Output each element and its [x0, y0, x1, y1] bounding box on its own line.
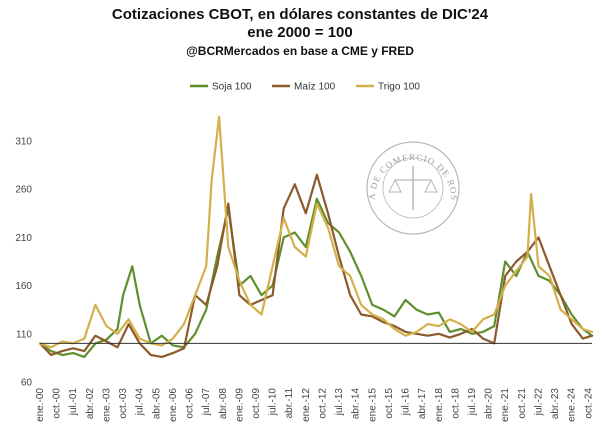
- x-tick-label: jul.-10: [268, 388, 279, 417]
- y-tick-label: 60: [21, 378, 33, 389]
- x-tick-label: jul.-01: [68, 388, 79, 417]
- x-tick-label: abr.-14: [351, 388, 362, 420]
- x-tick-label: oct.-24: [583, 388, 594, 419]
- seal-outer-ring: [366, 141, 460, 235]
- y-tick-label: 110: [16, 329, 32, 340]
- x-tick-label: ene.-21: [500, 388, 511, 422]
- x-tick-label: abr.-08: [218, 388, 229, 420]
- x-tick-label: oct.-15: [384, 388, 395, 419]
- x-tick-label: ene.-18: [434, 388, 445, 422]
- x-tick-label: oct.-00: [52, 388, 63, 419]
- x-tick-label: abr.-05: [151, 388, 162, 420]
- seal-inner-ring: [382, 157, 444, 219]
- seal-text: BOLSA DE COMERCIO DE ROSARIO: [0, 0, 459, 201]
- x-tick-label: oct.-06: [185, 388, 196, 419]
- x-tick-label: ene.-03: [101, 388, 112, 422]
- series-line-1: [38, 197, 594, 358]
- y-tick-label: 160: [15, 281, 32, 292]
- x-tick-label: jul.-07: [201, 388, 212, 417]
- x-tick-label: jul.-04: [135, 388, 146, 417]
- x-tick-label: ene.-06: [168, 388, 179, 422]
- x-tick-label: ene.-15: [367, 388, 378, 422]
- x-tick-label: ene.-12: [301, 388, 312, 422]
- chart-source: @BCRMercados en base a CME y FRED: [186, 44, 414, 58]
- x-tick-label: oct.-18: [450, 388, 461, 419]
- x-tick-label: oct.-09: [251, 388, 262, 419]
- x-tick-label: abr.-23: [550, 388, 561, 420]
- x-tick-label: ene.-24: [567, 388, 578, 422]
- x-tick-label: oct.-12: [317, 388, 328, 419]
- x-tick-label: ene.-09: [234, 388, 245, 422]
- x-tick-label: abr.-17: [417, 388, 428, 420]
- x-tick-label: abr.-02: [85, 388, 96, 420]
- x-tick-label: jul.-22: [533, 388, 544, 417]
- series-line-2: [38, 173, 594, 358]
- y-tick-label: 210: [15, 233, 32, 244]
- x-tick-label: oct.-21: [517, 388, 528, 419]
- x-tick-label: jul.-19: [467, 388, 478, 417]
- x-tick-label: abr.-11: [284, 388, 295, 419]
- x-tick-label: jul.-13: [334, 388, 345, 417]
- x-tick-label: abr.-20: [484, 388, 495, 420]
- chart-subtitle: ene 2000 = 100: [247, 24, 353, 41]
- x-tick-label: jul.-16: [401, 388, 412, 417]
- y-tick-label: 260: [15, 185, 32, 196]
- x-tick-label: oct.-03: [118, 388, 129, 419]
- y-tick-label: 310: [15, 136, 32, 147]
- seal-scale-pans-icon: [388, 178, 438, 193]
- x-tick-label: ene.-00: [35, 388, 46, 422]
- legend-label: Maíz 100: [294, 82, 336, 93]
- legend-label: Soja 100: [212, 82, 252, 93]
- chart-titles: Cotizaciones CBOT, en dólares constantes…: [0, 6, 600, 60]
- series-line-3: [38, 115, 594, 349]
- legend-label: Trigo 100: [378, 82, 420, 93]
- chart-title: Cotizaciones CBOT, en dólares constantes…: [111, 6, 489, 23]
